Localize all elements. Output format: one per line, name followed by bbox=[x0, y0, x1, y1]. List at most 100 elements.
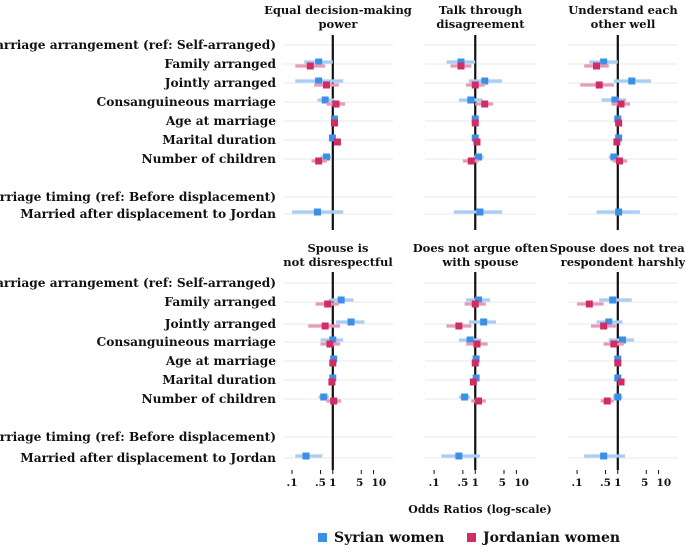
jordanian-point bbox=[333, 138, 341, 146]
legend-label: Jordanian women bbox=[481, 530, 620, 546]
x-tick-label: 10 bbox=[514, 477, 529, 489]
panel-title-line: respondent harshly bbox=[561, 255, 685, 269]
syrian-point bbox=[471, 115, 479, 123]
syrian-point bbox=[320, 393, 328, 401]
x-tick-label: 5 bbox=[356, 477, 363, 489]
legend-marker bbox=[467, 533, 476, 542]
panel-title-line: Spouse is bbox=[307, 241, 368, 255]
x-axis-title: Odds Ratios (log-scale) bbox=[408, 503, 552, 516]
row-label: Marriage arrangement (ref: Self-arranged… bbox=[0, 38, 276, 52]
row-label: Consanguineous marriage bbox=[97, 335, 277, 349]
row-label: Age at marriage bbox=[165, 354, 276, 368]
jordanian-point bbox=[613, 138, 621, 146]
jordanian-point bbox=[324, 300, 332, 308]
jordanian-point bbox=[467, 157, 475, 165]
jordanian-point bbox=[473, 340, 481, 348]
row-label: Jointly arranged bbox=[164, 317, 277, 331]
row-label: Marriage timing (ref: Before displacemen… bbox=[0, 190, 276, 204]
panel-title-line: not disrespectful bbox=[283, 255, 393, 269]
syrian-point bbox=[609, 296, 617, 304]
syrian-point bbox=[347, 318, 355, 326]
row-label: Married after displacement to Jordan bbox=[20, 207, 276, 221]
jordanian-point bbox=[306, 62, 314, 70]
row-label: Marital duration bbox=[162, 373, 276, 387]
row-labels: Marriage arrangement (ref: Self-arranged… bbox=[0, 38, 276, 465]
row-label: Consanguineous marriage bbox=[97, 95, 277, 109]
x-tick-label: .1 bbox=[429, 477, 440, 489]
jordanian-point bbox=[321, 322, 329, 330]
jordanian-point bbox=[329, 359, 337, 367]
syrian-point bbox=[475, 153, 483, 161]
syrian-point bbox=[330, 355, 338, 363]
jordanian-point bbox=[615, 157, 623, 165]
legend: Syrian women Jordanian women bbox=[318, 530, 620, 546]
x-tick-label: 1 bbox=[472, 477, 479, 489]
syrian-point bbox=[605, 318, 613, 326]
panel-title-line: power bbox=[319, 17, 359, 31]
syrian-point bbox=[614, 393, 622, 401]
syrian-point bbox=[461, 393, 469, 401]
row-label: Number of children bbox=[141, 392, 276, 406]
jordanian-point bbox=[457, 62, 465, 70]
row-label: Age at marriage bbox=[165, 114, 276, 128]
syrian-point bbox=[302, 452, 310, 460]
x-tick-label: .1 bbox=[572, 477, 583, 489]
jordanian-point bbox=[600, 322, 608, 330]
syrian-point bbox=[475, 296, 483, 304]
jordanian-point bbox=[592, 62, 600, 70]
x-tick-label: .5 bbox=[600, 477, 611, 489]
jordanian-point bbox=[326, 340, 334, 348]
syrian-point bbox=[481, 77, 489, 85]
x-tick-label: .5 bbox=[457, 477, 468, 489]
syrian-point bbox=[611, 96, 619, 104]
syrian-point bbox=[328, 134, 336, 142]
legend-label: Syrian women bbox=[334, 530, 444, 546]
jordanian-point bbox=[328, 378, 336, 386]
syrian-point bbox=[618, 336, 626, 344]
jordanian-point bbox=[595, 81, 603, 89]
syrian-point bbox=[313, 208, 321, 216]
panel-title-line: other well bbox=[591, 17, 656, 31]
syrian-point bbox=[321, 96, 329, 104]
syrian-point bbox=[467, 96, 475, 104]
syrian-point bbox=[615, 208, 623, 216]
row-label: Marriage timing (ref: Before displacemen… bbox=[0, 430, 276, 444]
panel-title-line: Talk through bbox=[439, 3, 523, 17]
syrian-point bbox=[615, 134, 623, 142]
syrian-point bbox=[455, 452, 463, 460]
jordanian-point bbox=[330, 397, 338, 405]
jordanian-point bbox=[471, 300, 479, 308]
syrian-point bbox=[329, 336, 337, 344]
syrian-point bbox=[480, 318, 488, 326]
jordanian-point bbox=[617, 100, 625, 108]
x-tick-label: 5 bbox=[641, 477, 648, 489]
jordanian-point bbox=[603, 397, 611, 405]
jordanian-point bbox=[617, 378, 625, 386]
jordanian-point bbox=[469, 378, 477, 386]
syrian-point bbox=[457, 58, 465, 66]
syrian-point bbox=[614, 355, 622, 363]
syrian-point bbox=[337, 296, 345, 304]
jordanian-point bbox=[330, 119, 338, 127]
x-tick-label: 10 bbox=[657, 477, 672, 489]
syrian-point bbox=[600, 58, 608, 66]
syrian-point bbox=[600, 452, 608, 460]
syrian-point bbox=[476, 208, 484, 216]
row-label: Family arranged bbox=[164, 295, 276, 309]
row-label: Marital duration bbox=[162, 133, 276, 147]
panel-title-line: Does not argue often bbox=[413, 241, 549, 255]
jordanian-point bbox=[455, 322, 463, 330]
syrian-point bbox=[614, 374, 622, 382]
panel-title-line: Understand each bbox=[568, 3, 678, 17]
x-tick-label: .1 bbox=[287, 477, 298, 489]
syrian-point bbox=[472, 374, 480, 382]
panel-title-line: disagreement bbox=[436, 17, 525, 31]
syrian-point bbox=[472, 355, 480, 363]
